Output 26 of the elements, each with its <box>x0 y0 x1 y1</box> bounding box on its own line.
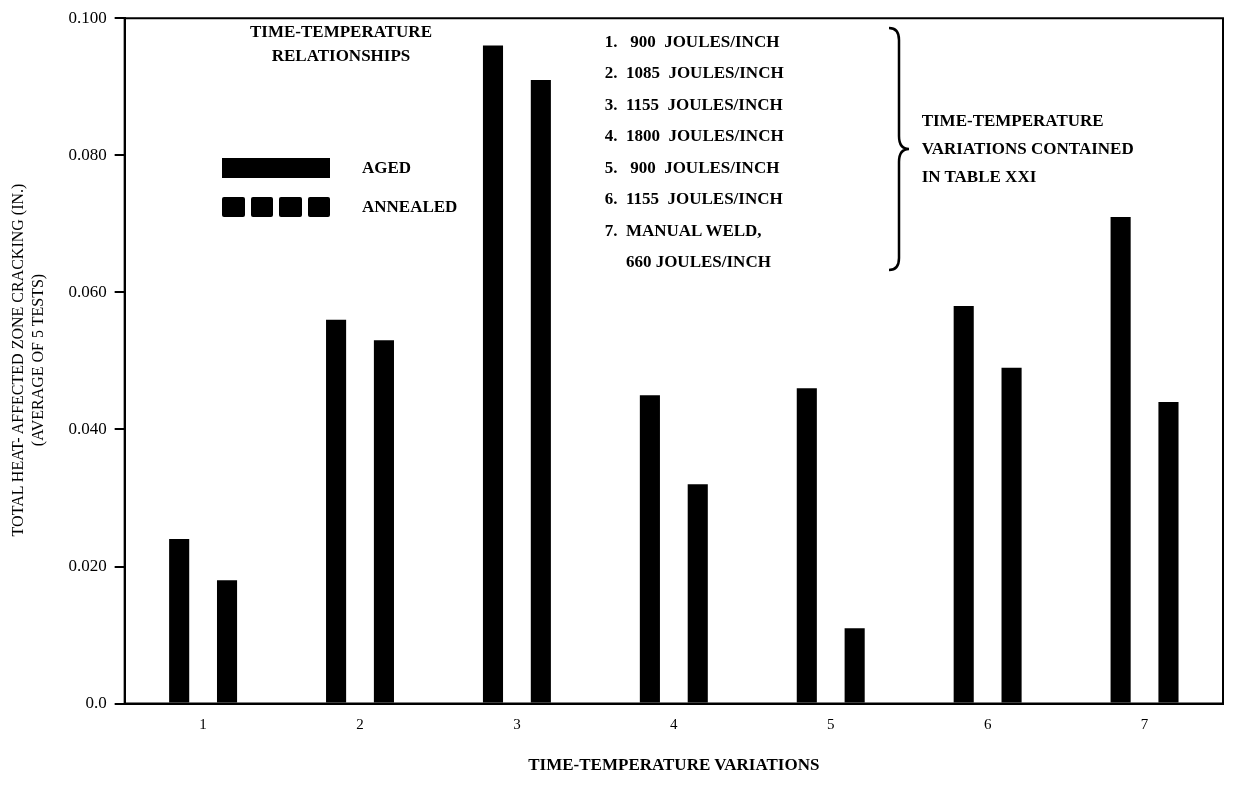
annotation: 2. 1085 JOULES/INCH <box>604 63 784 83</box>
annotation: 4. 1800 JOULES/INCH <box>604 126 784 146</box>
x-tick-label: 4 <box>670 715 679 732</box>
legend-title: TIME-TEMPERATURE RELATIONSHIPS <box>249 21 433 67</box>
annotation: 7. MANUAL WELD, 660 JOULES/INCH <box>604 220 771 272</box>
y-tick-label: 0.040 <box>68 418 107 438</box>
y-tick-label: 0.080 <box>68 144 107 164</box>
y-tick-label: 0.100 <box>68 7 107 27</box>
legend-label: ANNEALED <box>362 196 458 217</box>
x-tick-label: 3 <box>513 715 521 732</box>
x-tick-label: 5 <box>826 715 835 732</box>
x-tick-label: 6 <box>983 715 992 732</box>
annotation: 6. 1155 JOULES/INCH <box>604 189 783 209</box>
y-tick-label: 0.060 <box>68 281 107 301</box>
y-tick-label: 0.020 <box>68 555 107 575</box>
legend-label: AGED <box>362 157 412 178</box>
annotation: 1. 900 JOULES/INCH <box>604 31 780 51</box>
annotation: 3. 1155 JOULES/INCH <box>604 94 783 114</box>
x-tick-label: 1 <box>199 715 207 732</box>
x-tick-label: 2 <box>356 715 364 732</box>
annotation: 5. 900 JOULES/INCH <box>604 157 780 177</box>
y-axis-title: TOTAL HEAT- AFFECTED ZONE CRACKING (IN.) (AVERAGE OF 5 TESTS) <box>8 183 48 537</box>
x-axis-title: TIME-TEMPERATURE VARIATIONS <box>528 755 820 775</box>
x-tick-label: 7 <box>1140 715 1149 732</box>
y-tick-label: 0.0 <box>85 693 107 713</box>
annotation: TIME-TEMPERATURE VARIATIONS CONTAINED IN TABLE XXI <box>921 110 1134 186</box>
